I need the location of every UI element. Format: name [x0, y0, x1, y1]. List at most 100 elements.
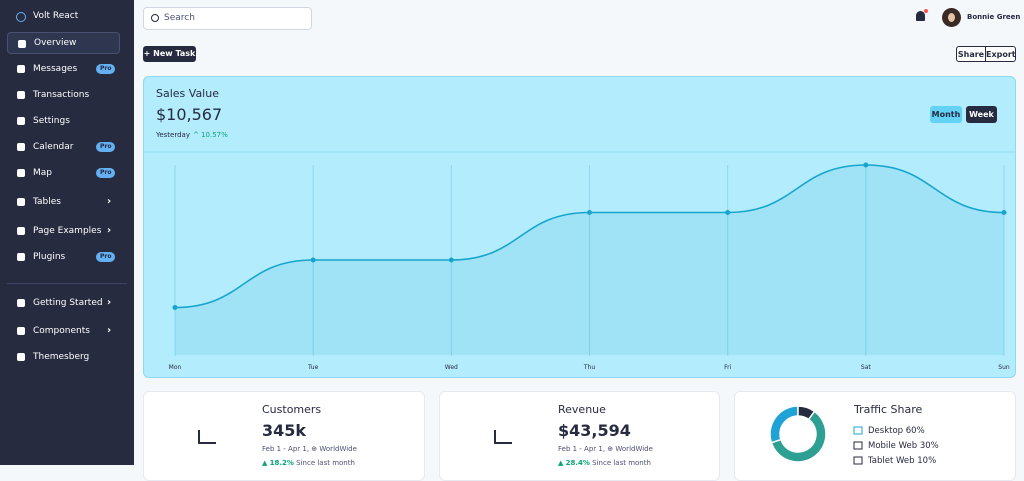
change: 18.2% [269, 459, 294, 467]
stat-value: $43,594 [558, 421, 631, 440]
nav-icon [17, 327, 25, 335]
pie-slice [769, 405, 799, 444]
x-tick-label: Mon [169, 364, 182, 371]
pie-title: Traffic Share [853, 403, 923, 416]
nav-icon [17, 198, 25, 206]
legend-entry: Tablet Web 10% [867, 456, 936, 466]
nav-item[interactable]: Overview [7, 32, 120, 54]
change: 28.4% [565, 459, 590, 467]
nav-item[interactable]: Messages Pro [7, 58, 120, 80]
stat-icon [494, 430, 512, 444]
legend-name: Mobile Web [868, 441, 917, 451]
nav-item[interactable]: Settings [7, 110, 120, 132]
x-tick-label: Wed [445, 364, 458, 371]
nav-badge: Pro [96, 252, 116, 262]
avatar[interactable] [942, 8, 961, 27]
nav-label: Components [33, 326, 90, 336]
point [725, 210, 731, 215]
nav-label: Calendar [33, 142, 74, 152]
sales-card: Sales Value $10,567 Yesterday ^ 10.57% M… [143, 76, 1016, 378]
plus: + [143, 49, 151, 58]
new-task-button[interactable]: + New Task [143, 46, 196, 62]
nav-item[interactable]: Tables › [7, 191, 120, 213]
share-button[interactable]: Share [956, 46, 986, 62]
customers-card: Customers 345k Feb 1 - Apr 1, ⊕ WorldWide ▲… [143, 391, 425, 481]
search-icon [151, 14, 159, 22]
nav-icon [17, 227, 25, 235]
brand[interactable]: Volt React [33, 11, 79, 21]
traffic-card: Traffic Share Desktop 60% Mobile Web 30% T… [734, 391, 1016, 481]
user-name[interactable]: Bonnie Green [967, 13, 1021, 21]
nav-item[interactable]: Transactions [7, 84, 120, 106]
nav-label: Getting Started [33, 298, 103, 308]
change-note: Since last month [296, 459, 355, 467]
x-tick-label: Thu [583, 364, 595, 371]
nav-icon [18, 40, 26, 48]
search-placeholder: Search [164, 13, 195, 23]
region: WorldWide [319, 445, 357, 453]
week-toggle[interactable]: Week [966, 106, 997, 123]
nav-label: Messages [33, 64, 78, 74]
pie-chart: Traffic Share Desktop 60% Mobile Web 30% T… [769, 403, 939, 466]
x-tick-label: Fri [724, 364, 731, 371]
nav-item[interactable]: Components › [7, 320, 120, 342]
sales-period: Yesterday [156, 131, 190, 139]
x-tick-label: Sun [998, 364, 1010, 371]
nav-label: Overview [34, 38, 77, 48]
stat-icon [198, 430, 216, 444]
sales-change: ^ 10.57% [193, 131, 228, 139]
bell[interactable] [916, 11, 925, 21]
sales-title: Sales Value [156, 87, 219, 100]
nav-badge: Pro [96, 64, 116, 74]
stat-range: Feb 1 - Apr 1, ⊕ WorldWide [558, 445, 653, 453]
legend-entry: Mobile Web 30% [868, 441, 939, 451]
nav-label: Transactions [33, 90, 90, 100]
nav-item[interactable]: Map Pro [7, 162, 120, 184]
nav-item[interactable]: Plugins Pro [7, 246, 120, 268]
search-box[interactable]: Search [143, 7, 312, 30]
legend-entry: Desktop 60% [868, 426, 925, 436]
region: WorldWide [615, 445, 653, 453]
stat-title: Revenue [558, 403, 606, 416]
separator [7, 283, 127, 284]
nav-item[interactable]: Getting Started › [7, 292, 120, 314]
x-tick-label: Tue [307, 364, 319, 371]
month-toggle[interactable]: Month [930, 106, 962, 123]
range: Feb 1 - Apr 1, [262, 445, 310, 453]
nav-icon [17, 169, 25, 177]
nav-label: Plugins [33, 252, 66, 262]
nav-item[interactable]: Page Examples › [7, 220, 120, 242]
point [310, 257, 316, 263]
sidebar: Volt React Overview Messages Pro Transactio… [0, 0, 134, 465]
chevron: › [107, 297, 112, 308]
revenue-card: Revenue $43,594 Feb 1 - Apr 1, ⊕ WorldWide… [439, 391, 720, 481]
nav-item[interactable]: Calendar Pro [7, 136, 120, 158]
nav-icon [17, 253, 25, 261]
globe: ⊕ [309, 445, 320, 453]
point [863, 162, 869, 168]
point [587, 210, 592, 215]
chevron: › [107, 325, 112, 336]
legend-value: 30% [920, 441, 939, 451]
pie-slice [797, 405, 816, 421]
stat-change: ▲ 18.2% Since last month [262, 459, 355, 467]
range: Feb 1 - Apr 1, [558, 445, 606, 453]
change-note: Since last month [592, 459, 651, 467]
nav-badge: Pro [96, 168, 116, 178]
stat-change: ▲ 28.4% Since last month [558, 459, 651, 467]
export-button[interactable]: Export [985, 46, 1016, 62]
chevron: › [107, 225, 112, 236]
point [1001, 210, 1007, 215]
stat-title: Customers [262, 403, 322, 416]
nav-label: Themesberg [33, 352, 90, 362]
new-task-label: New Task [153, 49, 196, 58]
arrow: ▲ [262, 459, 270, 467]
legend-name: Tablet Web [867, 456, 915, 466]
arrow: ▲ [558, 459, 566, 467]
nav-item[interactable]: Themesberg [7, 346, 120, 368]
brand-icon [16, 12, 26, 22]
nav-icon [17, 299, 25, 307]
legend-value: 60% [906, 426, 925, 436]
nav-icon [17, 65, 25, 73]
